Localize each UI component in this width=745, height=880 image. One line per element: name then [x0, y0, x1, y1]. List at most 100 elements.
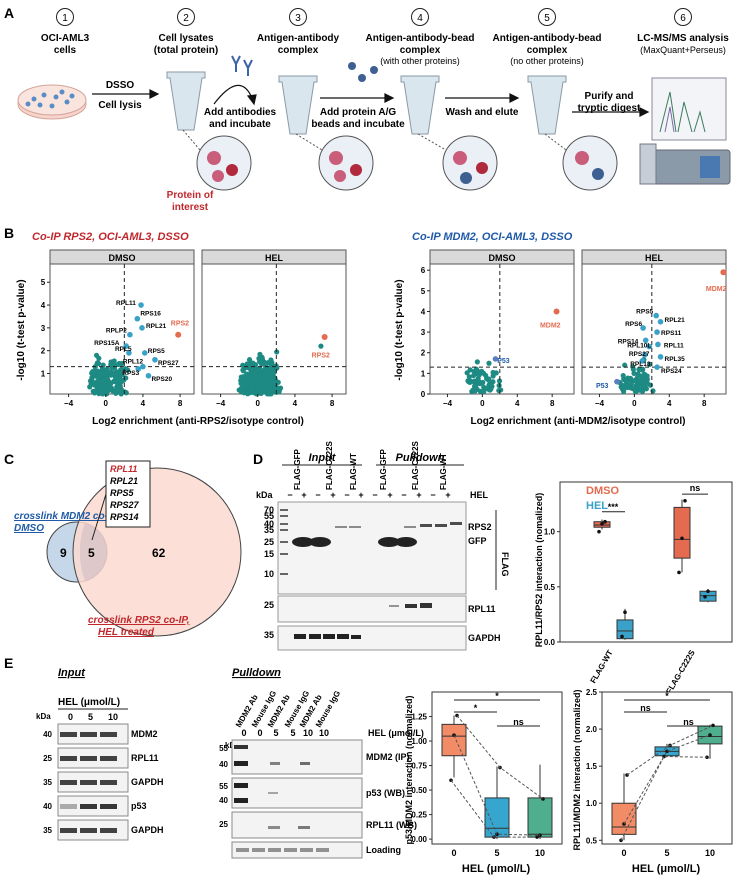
sig-label: ns: [513, 717, 524, 727]
marker-band: [280, 553, 288, 555]
rps2-hit-label: RPL5: [115, 346, 132, 353]
x-tick-label: 0: [480, 399, 485, 408]
volcano-point: [238, 377, 244, 384]
band-label-rpl11: RPL11: [468, 604, 496, 614]
volcano-point: [115, 361, 121, 368]
arrow-label-tryptic-digest: tryptic digest: [578, 103, 641, 114]
input-marker: 25: [43, 754, 52, 763]
rps2-hit-label: RPLP2: [106, 328, 127, 335]
volcano-point: [248, 363, 254, 370]
y-tick-label: 1.25: [411, 713, 427, 722]
volcano-right-ylabel: -log10 (t-test p-value): [394, 279, 405, 380]
x-tick-label: 4: [141, 399, 146, 408]
bead-icon: [348, 62, 378, 82]
y-tick-label: 2: [41, 347, 46, 356]
volcano-point: [268, 381, 275, 387]
volcano-point: [116, 382, 123, 388]
input-band: [80, 732, 97, 737]
mdm2-hit-point: [639, 358, 646, 364]
volcano-point: [318, 343, 324, 349]
pulldown-blot-strip: [231, 739, 363, 775]
input-band-label: GAPDH: [131, 777, 164, 787]
pulldown-dose: 5: [273, 728, 278, 738]
data-point: [620, 634, 624, 639]
marker-label: 10: [264, 569, 274, 579]
venn-count-right: 62: [152, 546, 166, 560]
e-pulldown-title: Pulldown: [232, 667, 281, 679]
input-band-label: MDM2: [131, 729, 158, 739]
mdm2-hit-point: [642, 337, 649, 344]
pulldown-band-label: MDM2 (IP): [366, 752, 410, 762]
pulldown-dose: 5: [290, 728, 295, 738]
mdm2-hit-label: RPL13: [630, 361, 651, 368]
rps2-hit-label: RPS5: [148, 348, 165, 355]
volcano-point: [96, 391, 102, 397]
panel-e-western: Input HEL (μmol/L) 0 5 10 kDa 40 MDM2 25 RP…: [36, 667, 733, 875]
pulldown-band: [234, 783, 248, 788]
step-4-sub2: (with other proteins): [380, 56, 460, 66]
protein-of-interest-label-2: interest: [172, 202, 209, 213]
x-tick-label: −4: [64, 399, 74, 408]
x-category-label: 0: [451, 848, 456, 858]
hel-sign: +: [330, 490, 335, 500]
pulldown-dose: 0: [257, 728, 262, 738]
volcano-point: [647, 361, 653, 367]
overlap-gene-box: [105, 460, 151, 528]
volcano-point: [92, 390, 98, 396]
volcano-point: [246, 357, 253, 363]
box: [611, 802, 637, 835]
arrow-label-add-antibodies: Add antibodies: [204, 107, 277, 118]
sig-label: ns: [683, 717, 694, 727]
mdm2-hit-label: RPS6: [625, 321, 642, 328]
e-input-kda: kDa: [36, 712, 51, 721]
box: [441, 723, 467, 757]
volcano-point: [96, 355, 102, 361]
panel-letter-a: A: [4, 5, 14, 21]
volcano-point: [242, 376, 249, 383]
x-tick-label: 8: [330, 399, 335, 408]
data-point: [677, 570, 681, 575]
input-band-label: RPL11: [131, 753, 159, 763]
lane-label: FLAG-WT: [439, 453, 448, 490]
step-2-sub: (total protein): [154, 45, 218, 56]
step-4: 4 Antigen-antibody-bead complex (with ot…: [366, 8, 474, 66]
volcano-point: [625, 382, 631, 388]
arrow-label-cell-lysis: Cell lysis: [98, 100, 142, 111]
rps2-bait-point-hel: [321, 333, 328, 340]
input-band: [100, 756, 117, 761]
volcano-point: [255, 367, 262, 373]
rps2-hit-point: [139, 325, 145, 331]
volcano-point: [268, 374, 274, 381]
step-5-sub2: (no other proteins): [510, 56, 584, 66]
volcano-right-xlabel: Log2 enrichment (anti-MDM2/isotype contr…: [470, 416, 685, 427]
d-chart-ylabel: RPL11/RPS2 interaction (nomalized): [534, 493, 544, 648]
volcano-point: [249, 387, 255, 393]
volcano-point: [472, 388, 478, 394]
data-point: [680, 536, 684, 541]
arrow-label-beads-incubate: beads and incubate: [311, 119, 405, 130]
hel-sign: −: [372, 490, 377, 500]
hel-sign: +: [445, 490, 450, 500]
volcano-point: [620, 383, 626, 389]
e-input-hel: HEL (μmol/L): [58, 697, 120, 708]
rps2-hit-label: RPL12: [123, 359, 144, 366]
mdm2-hit-point: [657, 318, 664, 325]
volcano-point: [632, 377, 639, 383]
x-tick-label: 0: [104, 399, 109, 408]
data-point: [711, 723, 715, 728]
group-input-label: Input: [309, 452, 337, 464]
rps2-hit-label: RPS3: [122, 370, 139, 377]
volcano-point: [466, 374, 472, 380]
rps2-hit-point: [135, 366, 142, 372]
pulldown-band: [268, 826, 280, 829]
lane-label: FLAG-GFP: [293, 448, 302, 490]
hel-label: HEL: [470, 490, 489, 500]
step-6-title: LC-MS/MS analysis: [637, 33, 729, 44]
box: [616, 619, 634, 640]
rps2-bait-label-hel: RPS2: [312, 353, 330, 360]
hel-sign: −: [287, 490, 292, 500]
blot-rpl11: [277, 595, 467, 623]
protein-complex-icons: [207, 151, 604, 184]
